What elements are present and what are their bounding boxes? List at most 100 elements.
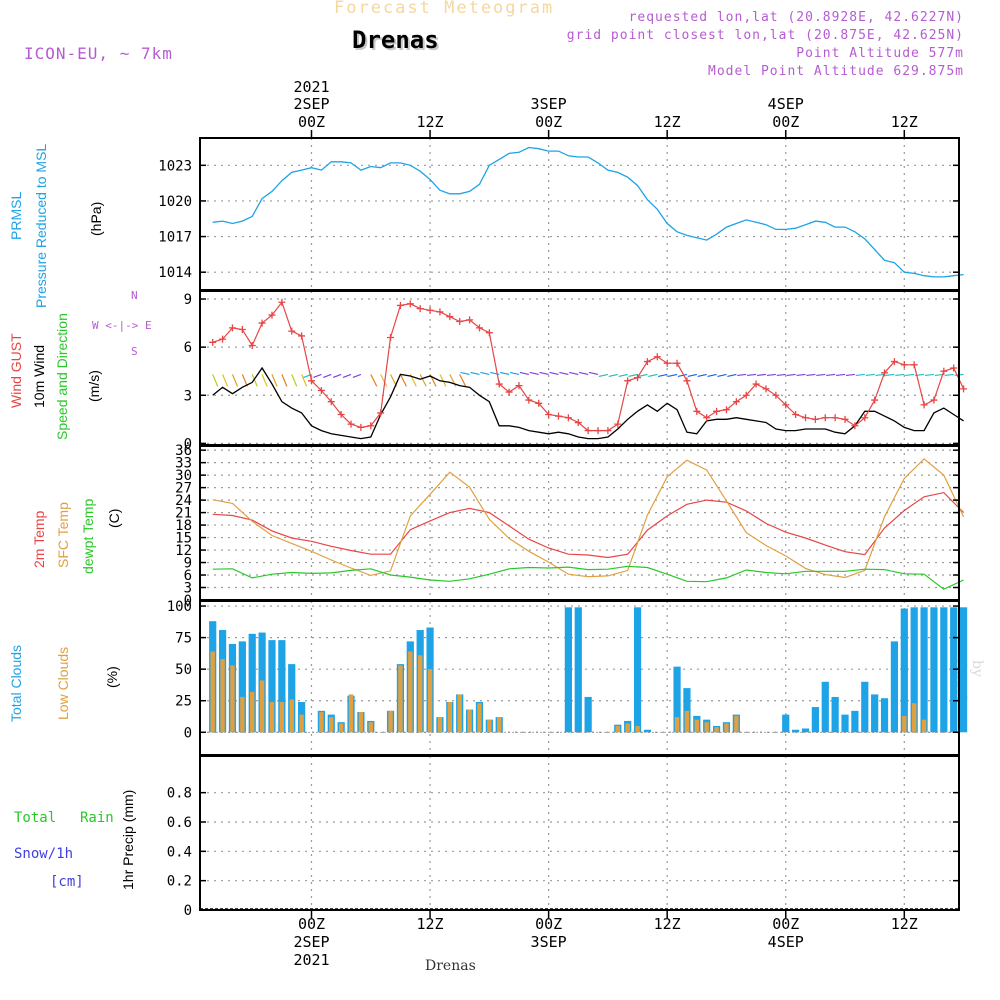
wind-direction-arrow bbox=[519, 371, 529, 376]
gust-marker bbox=[396, 301, 404, 309]
wind-direction-arrow bbox=[313, 373, 322, 378]
y-tick-label: 3 bbox=[184, 388, 192, 404]
wind-direction-arrow bbox=[855, 373, 865, 377]
gust-marker bbox=[308, 377, 315, 385]
wind-direction-arrow bbox=[895, 373, 905, 377]
gust-marker bbox=[525, 396, 533, 404]
gust-marker bbox=[238, 326, 246, 333]
wind-direction-arrow bbox=[271, 374, 278, 387]
wind-direction-arrow bbox=[628, 373, 638, 378]
gust-marker bbox=[367, 422, 375, 430]
gust-marker bbox=[485, 329, 493, 337]
grid-point-coords: grid point closest lon,lat (20.875E, 42.… bbox=[566, 28, 964, 43]
y-tick-label: 0 bbox=[184, 593, 192, 609]
snow-unit: [cm] bbox=[50, 874, 84, 890]
low-cloud-bar bbox=[674, 717, 680, 733]
total-cloud-bar bbox=[683, 688, 691, 733]
total-cloud-bar bbox=[633, 607, 642, 733]
gust-marker bbox=[456, 317, 464, 325]
low-cloud-bar bbox=[289, 699, 294, 733]
total-cloud-bar bbox=[821, 681, 829, 733]
wind-direction-arrow bbox=[352, 373, 362, 378]
gust-marker bbox=[861, 414, 869, 422]
top-time-label: 2SEP bbox=[293, 95, 329, 113]
gust-marker bbox=[377, 409, 385, 417]
wind-direction-arrow bbox=[419, 374, 427, 387]
gust-marker bbox=[851, 422, 859, 430]
bottom-time-label: 12Z bbox=[654, 915, 681, 933]
gust-marker bbox=[278, 298, 286, 306]
bottom-time-label: 00Z bbox=[535, 915, 562, 933]
gust-marker bbox=[604, 427, 612, 435]
wind-direction-arrow bbox=[291, 374, 298, 387]
wind-direction-arrow bbox=[499, 371, 510, 376]
gust-marker bbox=[930, 396, 938, 404]
wind-direction-arrow bbox=[301, 374, 308, 387]
gust-marker bbox=[209, 338, 217, 346]
low-cloud-bar bbox=[220, 659, 225, 733]
low-cloud-bar bbox=[348, 694, 354, 733]
y-tick-label: 6 bbox=[184, 568, 192, 584]
precip-panel-frame bbox=[199, 755, 960, 911]
gust-marker bbox=[535, 399, 543, 407]
wind-direction-arrow bbox=[875, 373, 885, 377]
wind-direction-arrow bbox=[707, 373, 717, 378]
low-cloud-bar bbox=[457, 694, 462, 733]
gust-marker bbox=[317, 386, 325, 394]
wind-direction-arrow bbox=[687, 373, 697, 378]
axis-text-layer: 1014101710201023036903691215182124273033… bbox=[158, 78, 918, 969]
y-tick-label: 12 bbox=[175, 543, 192, 559]
wind-direction-arrow bbox=[697, 373, 707, 378]
gust-marker bbox=[673, 359, 681, 367]
wind-direction-arrow bbox=[667, 373, 678, 378]
total-cloud-bar bbox=[288, 664, 296, 733]
total-cloud-bar bbox=[920, 607, 928, 733]
gust-marker bbox=[594, 427, 602, 435]
total-cloud-bar bbox=[959, 607, 968, 733]
low-cloud-bar bbox=[684, 710, 690, 733]
total-cloud-bar bbox=[801, 728, 810, 733]
gust-marker bbox=[890, 358, 898, 366]
gust-marker bbox=[337, 411, 345, 419]
rain-label: Rain bbox=[80, 810, 114, 826]
gust-marker bbox=[228, 324, 236, 332]
gust-marker bbox=[515, 382, 523, 390]
y-tick-label: 21 bbox=[175, 506, 192, 522]
total-cloud-bar bbox=[861, 681, 869, 733]
top-time-label: 3SEP bbox=[531, 95, 567, 113]
wind-direction-arrow bbox=[332, 373, 342, 378]
y-tick-label: 27 bbox=[175, 481, 192, 497]
y-tick-label: 3 bbox=[184, 581, 192, 597]
gust-marker bbox=[841, 415, 849, 423]
y-tick-label: 15 bbox=[175, 531, 192, 547]
wind-direction-arrow bbox=[281, 374, 288, 387]
wind-direction-arrow bbox=[885, 373, 895, 377]
total-cloud-bar bbox=[880, 698, 889, 733]
gust-marker bbox=[219, 335, 227, 343]
gust-marker bbox=[802, 414, 809, 422]
wind-direction-arrow bbox=[766, 373, 776, 377]
y-tick-label: 33 bbox=[175, 456, 192, 472]
gust-marker bbox=[643, 358, 651, 366]
low-cloud-bar bbox=[210, 651, 215, 733]
low-cloud-bar bbox=[714, 727, 719, 733]
low-cloud-bar bbox=[319, 712, 324, 733]
total-cloud-bar bbox=[278, 640, 286, 733]
chart-title: Forecast Meteogram bbox=[334, 0, 555, 18]
gust-marker bbox=[900, 361, 908, 369]
gust-marker bbox=[792, 411, 800, 419]
total-cloud-bar bbox=[792, 729, 800, 733]
low-cloud-bar bbox=[240, 696, 245, 733]
wind-direction-arrow bbox=[549, 371, 559, 376]
low-cloud-bar bbox=[625, 723, 630, 733]
gust-marker bbox=[416, 305, 424, 313]
wind-direction-arrow bbox=[944, 373, 954, 377]
top-time-label: 2021 bbox=[293, 78, 329, 96]
gust-marker bbox=[555, 412, 562, 420]
low-cloud-bar bbox=[408, 651, 413, 733]
gust-marker bbox=[960, 385, 968, 393]
wind-direction-arrow bbox=[459, 374, 467, 387]
total-cloud-bar bbox=[831, 696, 839, 733]
gust-marker bbox=[574, 419, 582, 427]
wind-direction-arrow bbox=[323, 373, 332, 378]
